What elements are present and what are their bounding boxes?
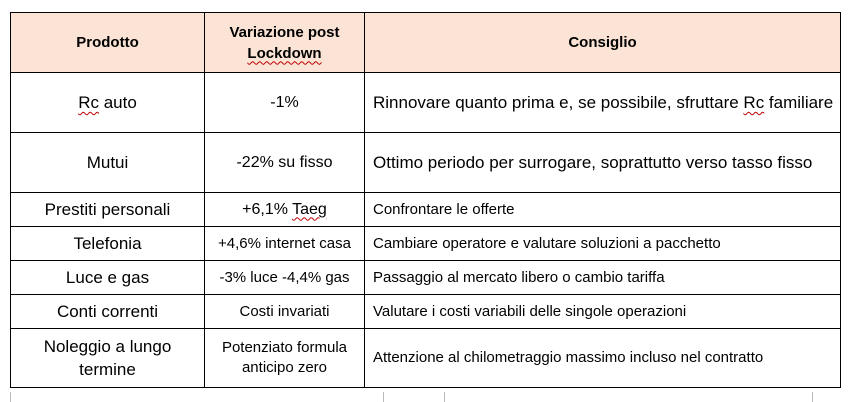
table-row: Noleggio a lungo termine Potenziato form… [10, 328, 841, 388]
table-row: Conti correnti Costi invariati Valutare … [10, 294, 841, 329]
cell-product: Noleggio a lungo termine [10, 328, 205, 388]
cell-advice: Valutare i costi variabili delle singole… [364, 294, 841, 329]
table-row: Telefonia +4,6% internet casa Cambiare o… [10, 226, 841, 261]
cell-product: Conti correnti [10, 294, 205, 329]
cell-advice: Attenzione al chilometraggio massimo inc… [364, 328, 841, 388]
cell-advice: Cambiare operatore e valutare soluzioni … [364, 226, 841, 261]
header-product: Prodotto [10, 12, 205, 73]
cell-product: Rc auto [10, 72, 205, 133]
cell-change: Potenziato formula anticipo zero [204, 328, 365, 388]
table-row: Prestiti personali +6,1% Taeg Confrontar… [10, 192, 841, 227]
header-advice: Consiglio [364, 12, 841, 73]
header-change-line2: Lockdown [247, 44, 322, 62]
cell-product: Telefonia [10, 226, 205, 261]
table-row: Luce e gas -3% luce -4,4% gas Passaggio … [10, 260, 841, 295]
cell-change: Costi invariati [204, 294, 365, 329]
header-row: Prodotto Variazione post Lockdown Consig… [10, 12, 841, 73]
cell-change: +6,1% Taeg [204, 192, 365, 227]
cell-product: Mutui [10, 132, 205, 193]
cell-change: -3% luce -4,4% gas [204, 260, 365, 295]
cell-change: -22% su fisso [204, 132, 365, 193]
product-advice-table: Prodotto Variazione post Lockdown Consig… [10, 12, 841, 388]
table-row: Rc auto -1% Rinnovare quanto prima e, se… [10, 72, 841, 133]
cell-change: +4,6% internet casa [204, 226, 365, 261]
cell-change: -1% [204, 72, 365, 133]
cell-product: Luce e gas [10, 260, 205, 295]
header-change: Variazione post Lockdown [204, 12, 365, 73]
cell-advice: Confrontare le offerte [364, 192, 841, 227]
cell-product: Prestiti personali [10, 192, 205, 227]
cell-advice: Passaggio al mercato libero o cambio tar… [364, 260, 841, 295]
table-row: Mutui -22% su fisso Ottimo periodo per s… [10, 132, 841, 193]
header-change-line1: Variazione post [229, 23, 340, 41]
cell-advice: Rinnovare quanto prima e, se possibile, … [364, 72, 841, 133]
cell-advice: Ottimo periodo per surrogare, soprattutt… [364, 132, 841, 193]
